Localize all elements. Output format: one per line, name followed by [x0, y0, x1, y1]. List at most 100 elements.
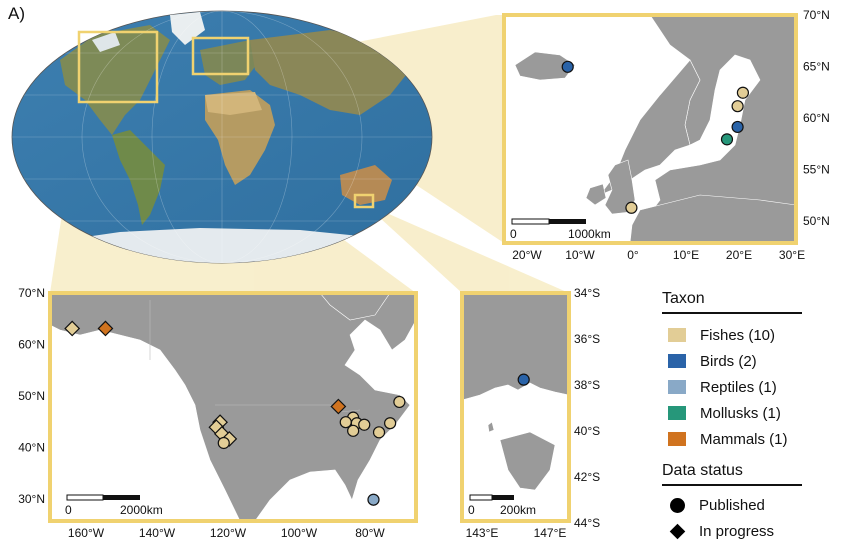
europe-lat-tick-1: 65°N [803, 60, 830, 74]
land-tasmania [499, 431, 556, 491]
north-america-inset: 0 2000km 70°N 60°N 50°N 40°N 30°N 160°W 140°W… [18, 286, 418, 540]
na-lon-tick-4: 80°W [355, 526, 385, 540]
taxon-legend-label: Mammals (1) [700, 430, 788, 448]
globe-box-europe [191, 36, 250, 76]
aus-lon-tick-labels: 143°E 147°E [466, 526, 567, 540]
na-scale-label: 2000km [120, 503, 163, 517]
continent-asia [250, 30, 410, 115]
na-scale-zero: 0 [65, 503, 72, 517]
europe-lon-tick-4: 20°E [726, 248, 752, 262]
aus-lat-tick-2: 38°S [574, 378, 600, 392]
aus-lon-tick-0: 143°E [466, 526, 499, 540]
europe-lat-tick-labels: 70°N 65°N 60°N 55°N 50°N [803, 8, 830, 228]
land-continent [629, 194, 796, 243]
globe-box-north-america [77, 30, 159, 104]
na-lon-tick-2: 120°W [210, 526, 247, 540]
europe-lat-tick-3: 55°N [803, 163, 830, 177]
na-point-fishes-0 [64, 320, 81, 337]
land-mainland-australia [462, 293, 569, 401]
europe-scale-zero: 0 [510, 227, 517, 241]
land-greenland [319, 293, 391, 321]
globe-box-australia [353, 193, 375, 209]
aus-lat-tick-0: 34°S [574, 286, 600, 300]
europe-lon-tick-2: 0° [627, 248, 639, 262]
europe-lon-tick-0: 20°W [512, 248, 542, 262]
diamond-marker-icon [669, 523, 686, 539]
reptiles-swatch [668, 380, 686, 394]
na-point-fishes-14 [384, 417, 397, 430]
taxon-legend-item-mollusks: Mollusks (1) [662, 400, 802, 426]
taxon-legend-label: Reptiles (1) [700, 378, 777, 396]
na-scale-bar: 0 2000km [65, 494, 163, 517]
status-legend: Data status Published In progress [662, 462, 802, 544]
europe-point-fishes-2 [731, 100, 744, 113]
status-legend-title: Data status [662, 462, 802, 486]
taxon-legend-item-fishes: Fishes (10) [662, 322, 802, 348]
continent-australia [340, 165, 392, 205]
aus-scale-bar: 0 200km [468, 494, 536, 517]
taxon-legend-item-birds: Birds (2) [662, 348, 802, 374]
europe-point-fishes-1 [736, 86, 750, 99]
australia-inset: 0 200km 34°S36°S38°S40°S42°S44°S 143°E 14… [460, 286, 600, 540]
fishes-swatch [668, 328, 686, 342]
aus-scale-label: 200km [500, 503, 536, 517]
aus-lat-tick-1: 36°S [574, 332, 600, 346]
na-lat-tick-labels: 70°N 60°N 50°N 40°N 30°N [18, 286, 45, 506]
status-legend-item-diamond: In progress [662, 518, 802, 544]
continent-south-america [112, 130, 165, 225]
na-lat-tick-2: 50°N [18, 389, 45, 403]
panel-label: A) [8, 4, 25, 23]
na-lon-tick-labels: 160°W 140°W 120°W 100°W 80°W [68, 526, 385, 540]
land-britain [604, 159, 636, 215]
europe-lat-tick-4: 50°N [803, 214, 830, 228]
europe-inset: 0 1000km 70°N 65°N 60°N 55°N 50°N 20°W 10°W 0°… [502, 8, 830, 262]
europe-lon-tick-labels: 20°W 10°W 0° 10°E 20°E 30°E [512, 248, 805, 262]
taxon-legend-label: Birds (2) [700, 352, 757, 370]
europe-lat-tick-0: 70°N [803, 8, 830, 22]
europe-lon-tick-5: 30°E [779, 248, 805, 262]
na-point-fishes-7 [217, 436, 230, 450]
europe-scale-bar: 0 1000km [510, 218, 611, 241]
na-point-fishes-13 [372, 426, 386, 439]
na-point-reptiles-16 [367, 493, 380, 506]
europe-scale-label: 1000km [568, 227, 611, 241]
mammals-swatch [668, 432, 686, 446]
taxon-legend-item-reptiles: Reptiles (1) [662, 374, 802, 400]
status-legend-item-circle: Published [662, 492, 802, 518]
taxon-legend-label: Fishes (10) [700, 326, 776, 344]
taxon-legend: Taxon Fishes (10) Birds (2) Reptiles (1) Mo… [662, 290, 802, 452]
europe-lon-tick-1: 10°W [565, 248, 595, 262]
aus-lat-tick-labels: 34°S 36°S 38°S 40°S 42°S 44°S [574, 286, 600, 530]
europe-lat-tick-2: 60°N [803, 111, 830, 125]
taxon-legend-item-mammals: Mammals (1) [662, 426, 802, 452]
aus-lat-tick-5: 44°S [574, 516, 600, 530]
na-lat-tick-0: 70°N [18, 286, 45, 300]
na-lat-tick-1: 60°N [18, 338, 45, 352]
status-legend-label: In progress [699, 522, 775, 540]
europe-lon-tick-3: 10°E [673, 248, 699, 262]
europe-point-fishes-5 [625, 201, 638, 214]
na-point-fishes-15 [393, 395, 406, 409]
aus-scale-zero: 0 [468, 503, 475, 517]
circle-marker-icon [670, 497, 685, 513]
taxon-legend-label: Mollusks (1) [700, 404, 781, 422]
na-lat-tick-3: 40°N [18, 441, 45, 455]
land-ireland [585, 183, 607, 206]
continent-north-america [60, 25, 170, 135]
world-globe [11, 10, 433, 264]
status-legend-label: Published [699, 496, 765, 514]
na-lon-tick-3: 100°W [281, 526, 318, 540]
aus-lat-tick-4: 42°S [574, 470, 600, 484]
na-point-mammals-2 [330, 398, 347, 415]
na-point-fishes-12 [347, 424, 360, 437]
taxon-legend-title: Taxon [662, 290, 802, 314]
birds-swatch [668, 354, 686, 368]
na-lat-tick-4: 30°N [18, 492, 45, 506]
aus-lon-tick-1: 147°E [534, 526, 567, 540]
aus-lat-tick-3: 40°S [574, 424, 600, 438]
europe-point-birds-3 [731, 120, 744, 134]
aus-point-birds-0 [517, 373, 530, 386]
na-lon-tick-1: 140°W [139, 526, 176, 540]
na-point-mammals-1 [97, 320, 114, 337]
